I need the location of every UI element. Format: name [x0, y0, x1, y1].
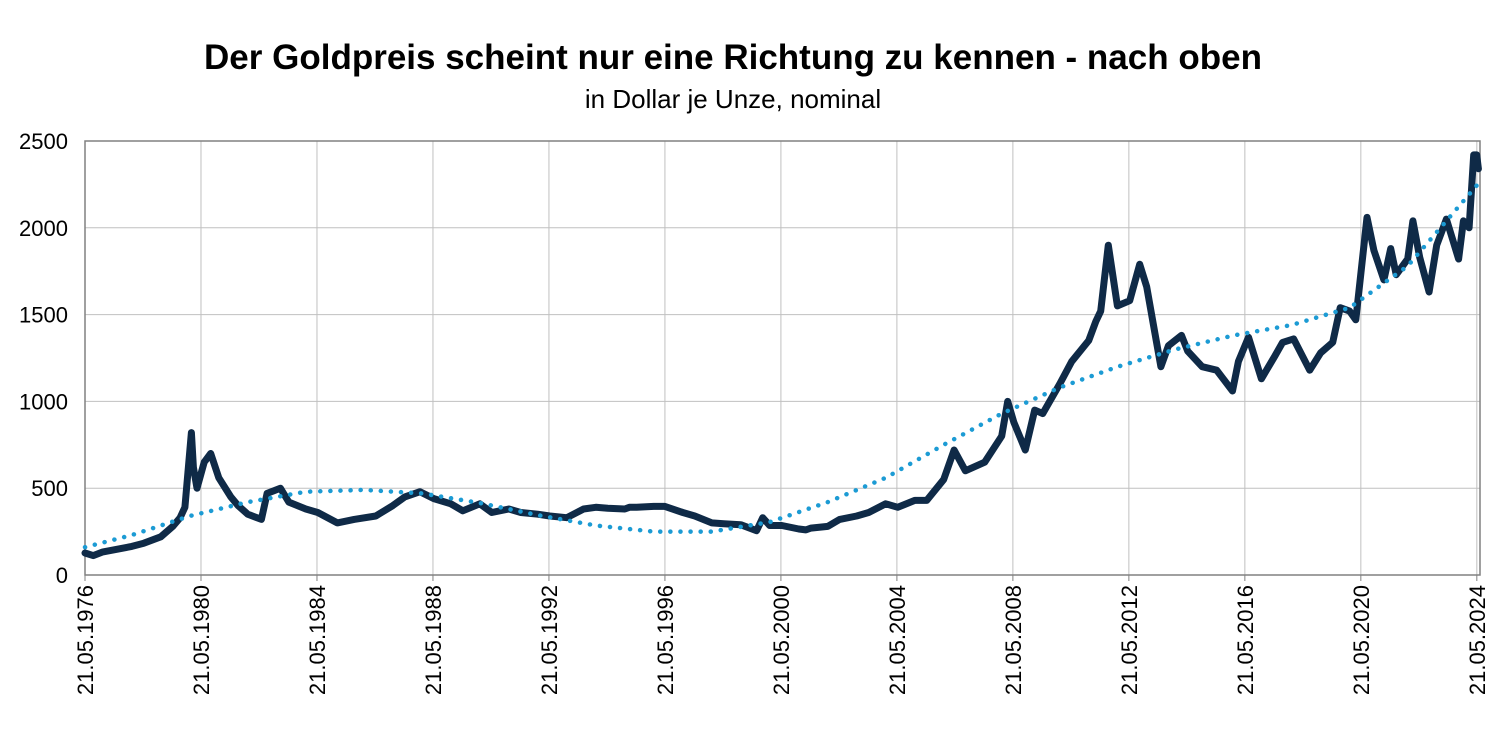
y-tick-label: 2000	[19, 216, 68, 241]
x-tick-label: 21.05.1996	[653, 585, 678, 695]
gold-price-line	[81, 151, 1482, 560]
x-tick-label: 21.05.1988	[421, 585, 446, 695]
x-tick-label: 21.05.1976	[73, 585, 98, 695]
x-axis-ticks: 21.05.1976 21.05.1980 21.05.1984 21.05.1988…	[73, 575, 1490, 695]
y-axis-ticks: 0 500 1000 1500 2000 2500	[19, 129, 68, 588]
x-tick-label: 21.05.2024	[1465, 585, 1490, 695]
chart-title: Der Goldpreis scheint nur eine Richtung …	[204, 38, 1262, 77]
x-tick-label: 21.05.2012	[1117, 585, 1142, 695]
x-tick-label: 21.05.2004	[885, 585, 910, 695]
series-group	[81, 151, 1482, 560]
y-tick-label: 1500	[19, 303, 68, 328]
x-tick-label: 21.05.1980	[189, 585, 214, 695]
gridlines	[85, 141, 1480, 575]
plot-area-frame	[84, 140, 1481, 576]
chart-subtitle: in Dollar je Unze, nominal	[584, 84, 882, 114]
x-tick-label: 21.05.2008	[1001, 585, 1026, 695]
x-tick-label: 21.05.2020	[1349, 585, 1374, 695]
x-tick-label: 21.05.2016	[1233, 585, 1258, 695]
x-tick-label: 21.05.1992	[537, 585, 562, 695]
trend-line-dotted	[82, 182, 1480, 550]
x-tick-label: 21.05.1984	[305, 585, 330, 695]
x-tick-label: 21.05.2000	[769, 585, 794, 695]
y-tick-label: 0	[56, 563, 68, 588]
y-tick-label: 2500	[19, 129, 68, 154]
y-tick-label: 1000	[19, 389, 68, 414]
y-tick-label: 500	[31, 476, 68, 501]
